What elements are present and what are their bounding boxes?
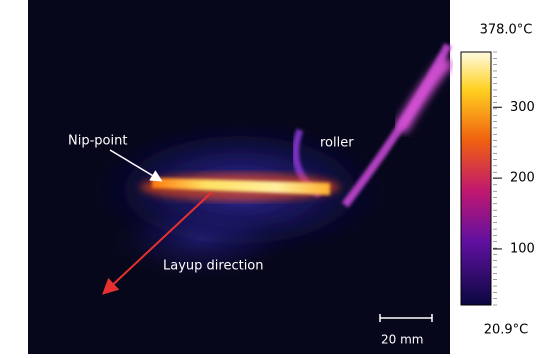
colorbar-tick-label: 200 (510, 171, 535, 186)
figure: Nip-point roller Layup direction 20 mm 3… (0, 0, 556, 354)
label-layup-direction: Layup direction (163, 259, 264, 274)
colorbar-max-label: 378.0°C (480, 23, 533, 38)
colorbar (461, 52, 491, 305)
label-nip-point: Nip-point (68, 134, 127, 149)
scale-bar-label: 20 mm (381, 333, 423, 347)
colorbar-min-label: 20.9°C (484, 323, 529, 338)
thermal-image (28, 0, 450, 354)
label-roller: roller (320, 136, 354, 151)
colorbar-tick-label: 300 (510, 100, 535, 115)
colorbar-tick-label: 100 (510, 241, 535, 256)
